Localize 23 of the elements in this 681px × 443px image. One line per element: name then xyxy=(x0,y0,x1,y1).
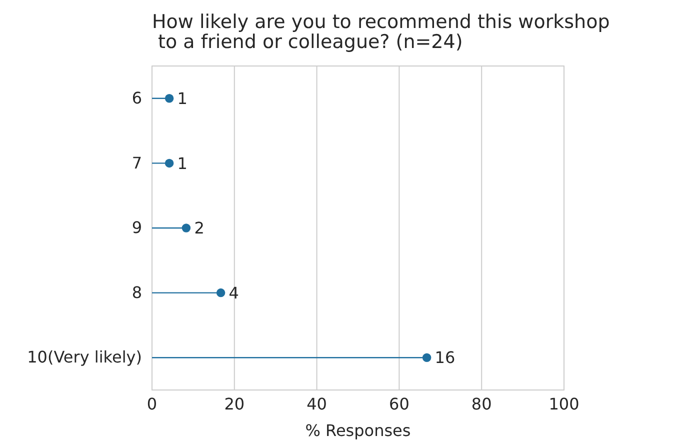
y-tick-label: 6 xyxy=(132,88,142,108)
point xyxy=(164,158,174,168)
point xyxy=(164,94,174,103)
annotation: 2 xyxy=(194,218,204,238)
x-tick-label: 80 xyxy=(471,394,492,414)
x-tick-label: 40 xyxy=(306,394,327,414)
point xyxy=(422,353,432,362)
x-tick-label: 0 xyxy=(146,394,158,414)
annotation: 1 xyxy=(177,154,188,173)
y-tick-label: 9 xyxy=(132,218,142,238)
annotation: 4 xyxy=(228,283,239,302)
chart-title: How likely are you to recommend this workshop to a friend or colleague? (n=24) xyxy=(152,11,610,53)
x-tick-label: 100 xyxy=(548,394,580,414)
y-tick-label: 8 xyxy=(132,282,142,302)
annotation: 1 xyxy=(177,89,188,108)
x-axis-title: % Responses xyxy=(305,421,411,440)
x-tick-label: 60 xyxy=(389,394,410,414)
x-tick-label: 20 xyxy=(224,394,245,414)
y-tick-label: 7 xyxy=(132,153,142,172)
y-tick-label: 10(Very likely) xyxy=(27,348,142,367)
annotation: 16 xyxy=(434,348,456,368)
point xyxy=(216,288,226,298)
point xyxy=(182,224,191,232)
